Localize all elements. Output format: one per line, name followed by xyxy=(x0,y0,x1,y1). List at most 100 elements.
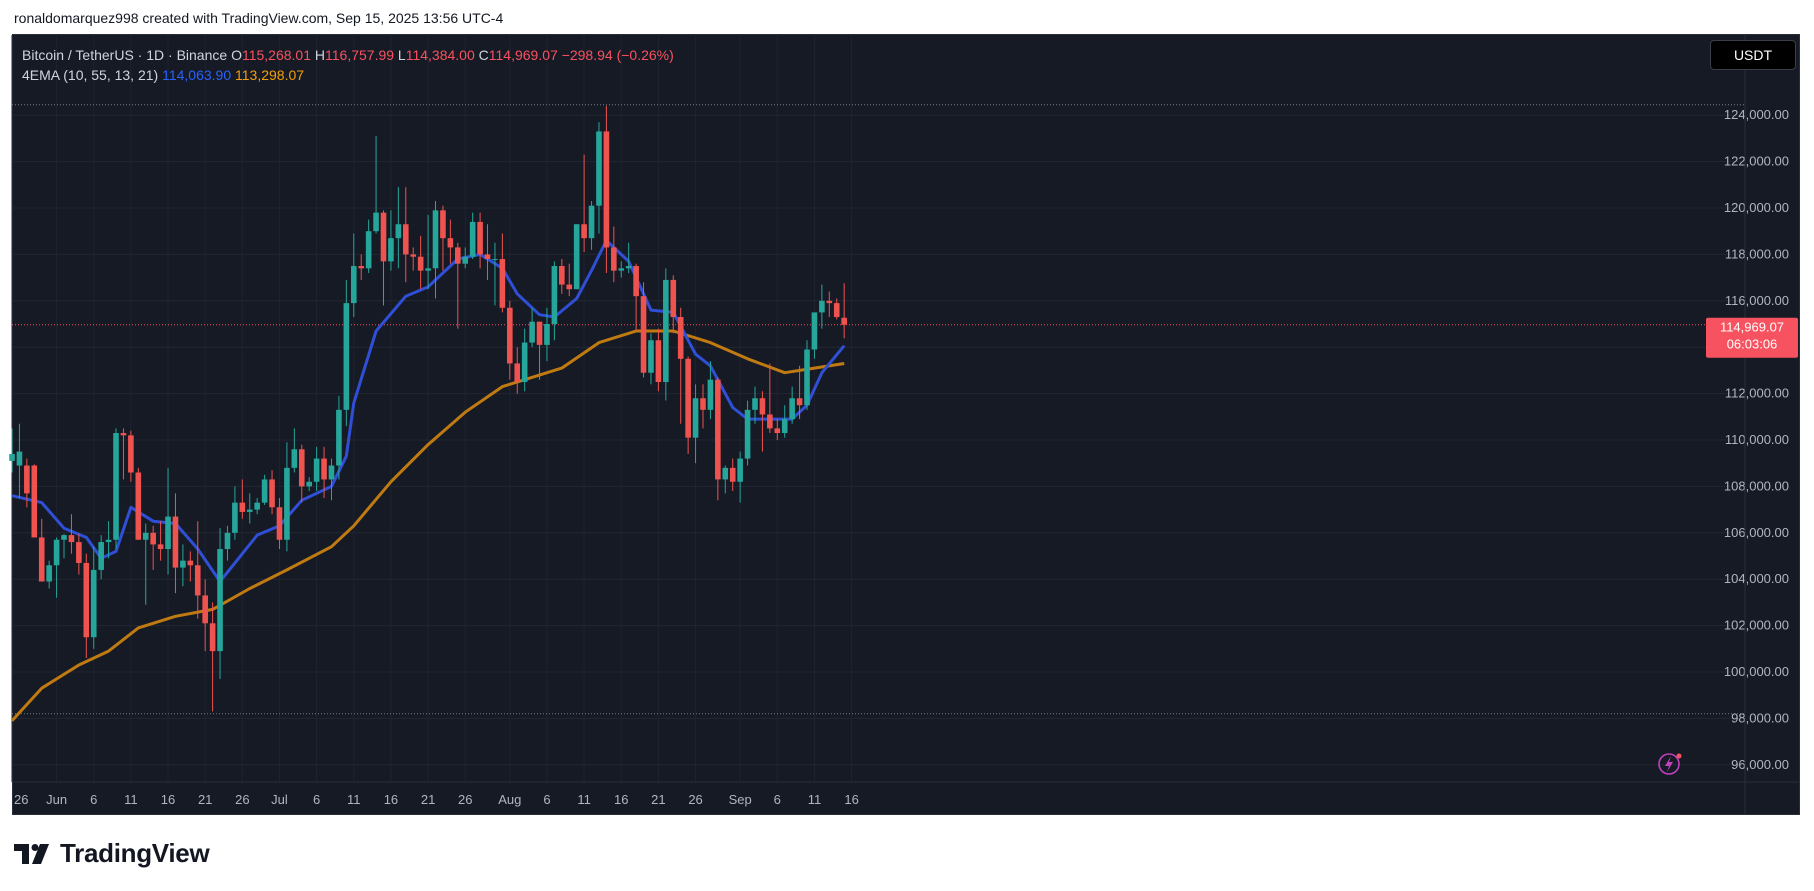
candle-down xyxy=(128,430,134,482)
candle-body xyxy=(425,268,431,271)
candle-body xyxy=(729,467,736,482)
candle-body xyxy=(447,238,454,248)
symbol-label[interactable]: Bitcoin / TetherUS · 1D · Binance xyxy=(22,47,228,63)
last-price-badge: 114,969.07 06:03:06 xyxy=(1706,317,1798,358)
candle-up xyxy=(9,428,15,473)
candle-up xyxy=(232,486,238,540)
candle-up xyxy=(16,423,23,498)
candle-down xyxy=(440,205,446,271)
candle-body xyxy=(180,560,186,568)
candle-body xyxy=(685,358,691,438)
indicator-label[interactable]: 4EMA (10, 55, 13, 21) xyxy=(22,67,159,83)
ema-fast-value: 114,063.90 xyxy=(162,67,232,83)
candle-body xyxy=(469,221,476,257)
candle-up xyxy=(61,533,67,559)
candle-body xyxy=(135,472,142,540)
currency-button[interactable]: USDT xyxy=(1710,40,1796,70)
price-tick-label: 104,000.00 xyxy=(1724,571,1789,586)
price-tick-label: 110,000.00 xyxy=(1725,432,1789,447)
candle-down xyxy=(447,219,454,264)
bar-countdown-label: 06:03:06 xyxy=(1727,337,1778,352)
candle-body xyxy=(254,502,260,510)
price-tick-label: 100,000.00 xyxy=(1724,664,1789,679)
candle-down xyxy=(455,242,461,329)
time-tick-label: 6 xyxy=(90,792,97,807)
candle-down xyxy=(611,226,617,283)
candle-down xyxy=(76,533,82,575)
candle-body xyxy=(603,131,610,248)
chart-credit: ronaldomarquez998 created with TradingVi… xyxy=(14,10,504,26)
candle-body xyxy=(38,537,45,582)
candle-body xyxy=(388,238,394,262)
candle-body xyxy=(217,549,223,652)
candle-body xyxy=(306,481,312,487)
time-tick-label: 26 xyxy=(235,792,249,807)
candle-body xyxy=(113,433,119,540)
time-tick-label: 6 xyxy=(543,792,550,807)
candle-down xyxy=(38,518,45,582)
alert-lightning-icon[interactable] xyxy=(1658,753,1682,775)
candle-body xyxy=(120,433,127,436)
tradingview-logo-icon xyxy=(14,843,49,864)
time-tick-label: 11 xyxy=(347,792,361,807)
candle-down xyxy=(380,210,387,306)
candle-body xyxy=(648,340,654,373)
candle-up xyxy=(350,233,357,318)
candle-down xyxy=(655,328,662,392)
candle-up xyxy=(804,340,810,410)
candle-body xyxy=(484,254,491,260)
candle-body xyxy=(618,268,625,271)
candle-down xyxy=(410,247,417,271)
candle-body xyxy=(715,379,721,480)
candle-body xyxy=(239,502,246,512)
candle-up xyxy=(425,214,431,290)
candle-up xyxy=(819,284,825,329)
candle-down xyxy=(484,224,491,280)
candle-up xyxy=(306,477,312,492)
candle-up xyxy=(469,212,476,260)
candle-body xyxy=(105,539,112,543)
candle-body xyxy=(61,535,67,540)
candle-body xyxy=(581,224,587,239)
candle-down xyxy=(83,553,90,659)
candle-body xyxy=(194,565,201,596)
candle-up xyxy=(529,307,535,348)
candle-up xyxy=(224,525,231,561)
candle-down xyxy=(120,428,127,480)
candle-down xyxy=(157,521,164,561)
candle-body xyxy=(544,324,550,345)
candle-up xyxy=(692,384,699,464)
candle-down xyxy=(715,377,721,501)
time-tick-label: 21 xyxy=(198,792,212,807)
candle-down xyxy=(68,514,75,554)
candle-down xyxy=(685,356,691,454)
price-axis: 96,000.00 98,000.00 100,000.00 102,000.00 10… xyxy=(1724,35,1789,814)
candle-body xyxy=(514,363,521,382)
candle-down xyxy=(700,384,706,429)
candle-body xyxy=(774,428,781,434)
candle-down xyxy=(209,602,216,712)
candle-body xyxy=(395,224,402,239)
chart-frame[interactable] xyxy=(12,34,1800,815)
ema-fast-line xyxy=(11,239,846,583)
candle-body xyxy=(298,449,305,487)
tradingview-logo[interactable]: TradingView xyxy=(14,838,210,869)
candle-body xyxy=(9,453,15,461)
candle-down xyxy=(796,365,803,420)
candle-up xyxy=(551,261,558,341)
candle-up xyxy=(625,242,632,273)
tradingview-logo-text: TradingView xyxy=(60,838,210,868)
candle-up xyxy=(648,333,654,385)
price-tick-label: 120,000.00 xyxy=(1724,200,1789,215)
price-tick-label: 118,000.00 xyxy=(1725,246,1789,261)
candle-up xyxy=(328,458,335,501)
price-tick-label: 116,000.00 xyxy=(1725,293,1789,308)
candle-body xyxy=(663,279,669,382)
candle-up xyxy=(365,219,372,273)
time-tick-label: 16 xyxy=(614,792,628,807)
candle-up xyxy=(98,535,104,580)
candle-body xyxy=(796,398,803,406)
time-tick-label: 21 xyxy=(651,792,665,807)
candle-down xyxy=(729,458,736,492)
